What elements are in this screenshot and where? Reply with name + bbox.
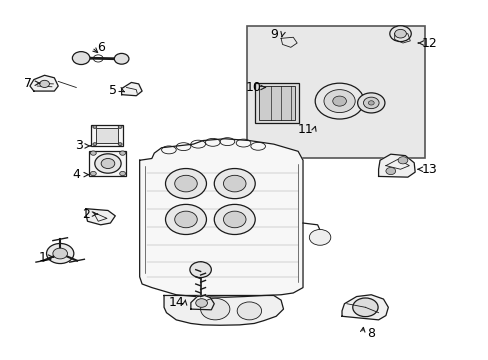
Circle shape [95,154,121,173]
Circle shape [223,175,245,192]
Polygon shape [86,209,115,225]
Circle shape [389,26,410,41]
Text: 8: 8 [366,327,374,340]
Text: 1: 1 [38,251,46,264]
Circle shape [40,80,49,87]
Circle shape [357,93,384,113]
Polygon shape [190,296,214,310]
Circle shape [93,126,97,129]
Circle shape [174,175,197,192]
Bar [89,150,126,176]
Polygon shape [394,34,409,43]
Polygon shape [281,37,297,47]
Text: 9: 9 [269,28,277,41]
Polygon shape [341,295,387,320]
Circle shape [214,168,255,199]
Circle shape [352,298,377,317]
Circle shape [114,53,129,64]
Text: 5: 5 [109,84,117,97]
Text: 3: 3 [75,139,82,152]
Text: 10: 10 [245,81,261,94]
Text: 11: 11 [297,123,313,136]
Bar [255,83,299,123]
Circle shape [332,96,346,106]
Circle shape [165,168,206,199]
Circle shape [101,158,115,168]
Circle shape [118,126,122,129]
Circle shape [120,171,125,176]
Circle shape [200,298,229,320]
Bar [96,128,118,143]
Circle shape [90,151,96,155]
Circle shape [315,83,363,119]
Polygon shape [30,75,58,91]
Circle shape [118,143,122,145]
Circle shape [93,143,97,145]
Circle shape [53,248,67,259]
Text: 2: 2 [82,208,90,221]
Circle shape [90,171,96,176]
Circle shape [324,90,354,113]
Text: 7: 7 [23,77,31,90]
Bar [259,86,295,120]
Circle shape [120,151,125,155]
Polygon shape [122,82,142,96]
Circle shape [237,302,261,320]
Circle shape [214,204,255,234]
Circle shape [46,243,74,264]
Circle shape [72,51,90,64]
Polygon shape [163,296,283,325]
Circle shape [367,101,373,105]
Polygon shape [140,139,303,297]
Polygon shape [378,154,414,177]
Text: 4: 4 [72,168,80,181]
Circle shape [385,167,395,175]
Text: 13: 13 [421,163,437,176]
Bar [91,125,122,146]
Circle shape [223,211,245,228]
Circle shape [165,204,206,234]
Circle shape [394,30,406,38]
Circle shape [309,229,330,245]
Text: 12: 12 [421,36,437,50]
Circle shape [174,211,197,228]
Text: 14: 14 [168,296,184,309]
Circle shape [189,262,211,278]
FancyBboxPatch shape [246,26,424,158]
Circle shape [397,157,407,164]
Circle shape [363,97,378,109]
Circle shape [195,299,207,307]
Text: 6: 6 [97,41,104,54]
